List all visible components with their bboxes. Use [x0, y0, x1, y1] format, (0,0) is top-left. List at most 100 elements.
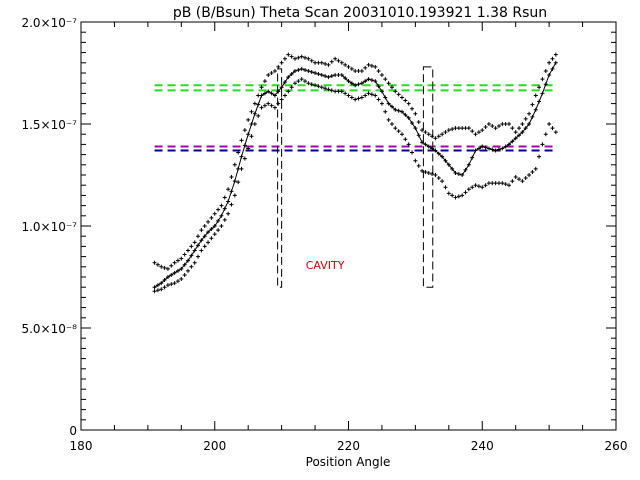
data-point: [289, 54, 294, 59]
data-point: [206, 219, 211, 224]
data-point: [299, 54, 304, 59]
data-point: [189, 244, 194, 249]
data-point: [426, 170, 431, 175]
data-point: [507, 122, 511, 126]
data-point: [490, 124, 495, 129]
x-tick-label: 220: [337, 439, 360, 453]
data-point: [279, 60, 284, 65]
data-point: [252, 122, 257, 126]
data-point: [306, 81, 311, 86]
data-point: [356, 96, 361, 101]
data-point: [483, 183, 488, 188]
data-point: [366, 91, 371, 96]
data-point: [400, 95, 404, 100]
data-point: [179, 277, 184, 282]
data-point: [550, 56, 555, 61]
data-point: [373, 93, 378, 98]
data-point: [303, 79, 308, 84]
data-point: [423, 169, 428, 174]
data-point: [430, 171, 435, 176]
data-point: [363, 65, 368, 70]
data-point: [513, 130, 518, 135]
data-point: [179, 256, 184, 261]
data-point: [316, 60, 321, 65]
data-point: [329, 59, 334, 64]
data-point: [155, 288, 160, 293]
data-point: [309, 58, 314, 63]
data-point: [517, 126, 522, 131]
data-point: [152, 285, 157, 290]
data-point: [349, 66, 354, 71]
data-point: [496, 124, 501, 129]
chart-title: pB (B/Bsun) Theta Scan 20031010.193921 1…: [173, 5, 547, 21]
data-point: [466, 187, 471, 192]
data-point: [249, 134, 254, 139]
data-point: [450, 127, 455, 132]
data-point: [423, 130, 428, 135]
data-point: [443, 185, 448, 190]
data-point: [323, 61, 328, 66]
data-point: [196, 234, 201, 239]
data-point: [192, 240, 197, 245]
data-point: [172, 281, 177, 286]
data-point: [206, 240, 211, 245]
data-point: [413, 158, 418, 163]
data-point: [523, 176, 528, 181]
data-point: [496, 181, 501, 186]
data-point: [232, 193, 237, 198]
data-point: [192, 260, 197, 265]
data-point: [212, 232, 217, 237]
data-point: [527, 173, 532, 177]
data-point: [226, 211, 231, 216]
data-point: [550, 126, 555, 131]
data-point: [369, 92, 374, 97]
data-point: [440, 132, 445, 137]
data-point: [239, 166, 244, 171]
data-point: [333, 56, 338, 61]
data-points: [152, 52, 558, 294]
data-point: [289, 85, 294, 90]
data-point: [400, 132, 404, 137]
data-point: [386, 81, 391, 86]
data-point: [500, 122, 505, 126]
data-point: [430, 134, 435, 139]
data-point: [346, 93, 351, 98]
data-point: [483, 125, 488, 130]
data-point: [296, 55, 301, 60]
data-point: [396, 129, 401, 134]
data-point: [272, 68, 277, 73]
data-point: [269, 71, 274, 75]
data-point: [393, 89, 398, 94]
y-tick-label: 5.0×10⁻⁸: [21, 322, 77, 336]
data-point: [232, 162, 237, 167]
data-point: [282, 93, 287, 98]
data-point: [470, 129, 475, 134]
y-tick-label: 1.0×10⁻⁷: [21, 220, 77, 234]
data-point: [276, 101, 281, 106]
data-point: [266, 73, 271, 78]
data-point: [209, 215, 214, 220]
data-point: [175, 279, 180, 284]
data-point: [226, 187, 231, 192]
data-point: [513, 175, 518, 180]
x-tick-label: 240: [471, 439, 494, 453]
data-point: [486, 181, 491, 186]
data-point: [286, 89, 291, 94]
y-tick-label: 0: [69, 424, 77, 438]
data-point: [293, 81, 297, 86]
data-point: [326, 62, 331, 67]
data-point: [286, 52, 291, 57]
data-point: [343, 91, 348, 96]
data-point: [239, 138, 244, 143]
data-point: [533, 166, 538, 171]
data-point: [359, 68, 364, 73]
data-point: [520, 179, 525, 184]
data-point: [486, 122, 491, 126]
data-point: [533, 93, 538, 98]
data-point: [366, 62, 371, 67]
data-point: [159, 264, 164, 269]
data-point: [236, 180, 241, 185]
data-point: [369, 63, 374, 68]
data-point: [413, 111, 418, 116]
data-point: [406, 101, 411, 106]
